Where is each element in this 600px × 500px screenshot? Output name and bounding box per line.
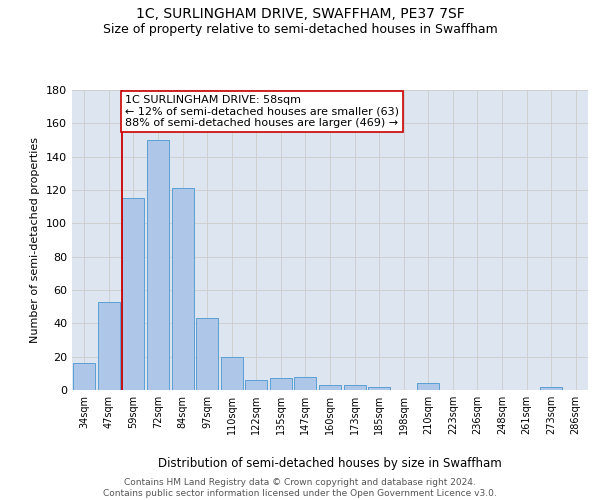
Bar (319, 385, 341, 390)
Bar (172, 188, 194, 390)
Bar (73, 364, 95, 390)
Bar (368, 386, 390, 390)
Bar (270, 378, 292, 390)
Bar (245, 380, 268, 390)
Text: Size of property relative to semi-detached houses in Swaffham: Size of property relative to semi-detach… (103, 22, 497, 36)
Bar (122, 198, 145, 390)
Bar (196, 318, 218, 390)
Y-axis label: Number of semi-detached properties: Number of semi-detached properties (31, 137, 40, 343)
Bar (540, 386, 562, 390)
Bar (344, 385, 365, 390)
Bar (98, 302, 120, 390)
Text: 1C SURLINGHAM DRIVE: 58sqm
← 12% of semi-detached houses are smaller (63)
88% of: 1C SURLINGHAM DRIVE: 58sqm ← 12% of semi… (125, 95, 399, 128)
Bar (417, 384, 439, 390)
Text: Distribution of semi-detached houses by size in Swaffham: Distribution of semi-detached houses by … (158, 458, 502, 470)
Text: Contains HM Land Registry data © Crown copyright and database right 2024.
Contai: Contains HM Land Registry data © Crown c… (103, 478, 497, 498)
Text: 1C, SURLINGHAM DRIVE, SWAFFHAM, PE37 7SF: 1C, SURLINGHAM DRIVE, SWAFFHAM, PE37 7SF (136, 8, 464, 22)
Bar (221, 356, 243, 390)
Bar (147, 140, 169, 390)
Bar (295, 376, 316, 390)
